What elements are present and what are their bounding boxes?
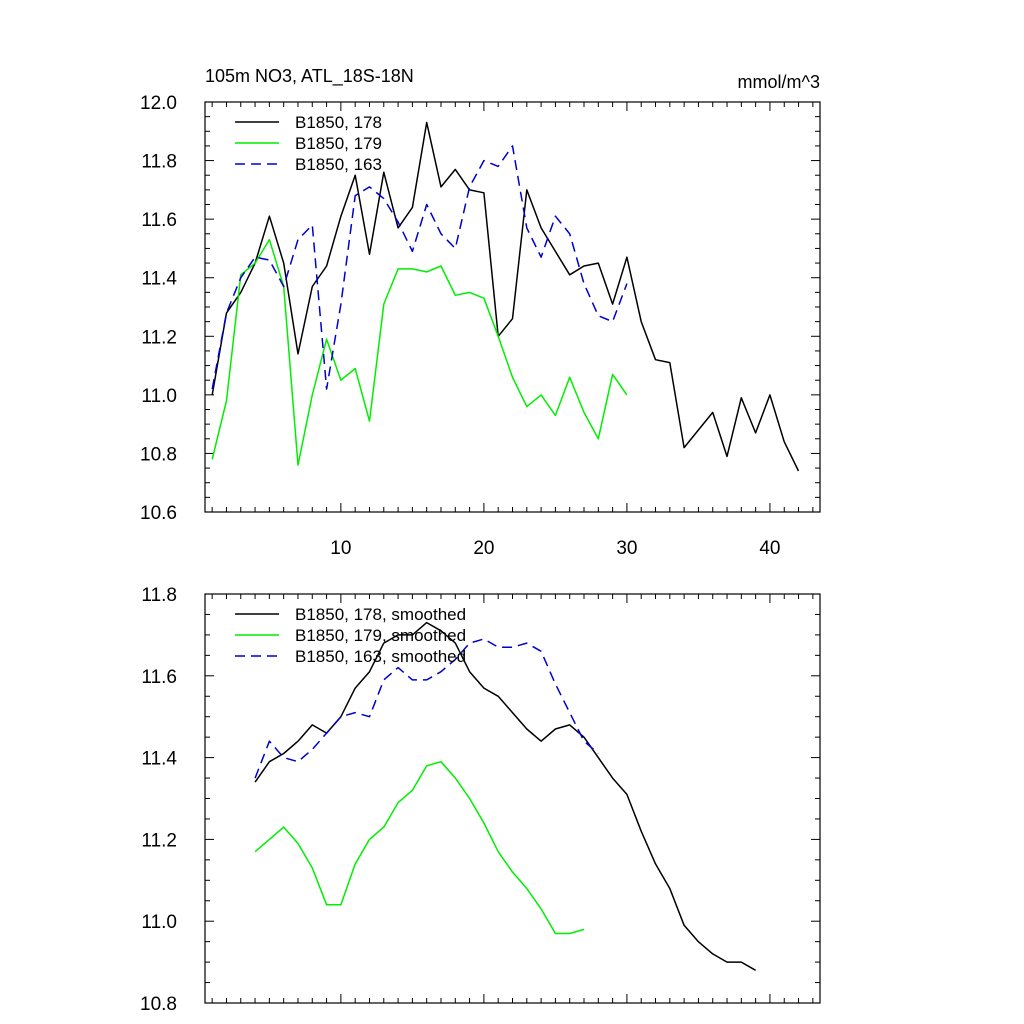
series-line-3	[254, 638, 599, 779]
y-tick-label: 11.0	[141, 912, 177, 933]
legend-label: B1850, 178	[295, 113, 382, 132]
x-tick-label: 10	[330, 538, 351, 559]
x-tick-label: 40	[759, 538, 780, 559]
legend-label: B1850, 178, smoothed	[295, 605, 466, 624]
y-tick-label: 10.8	[140, 444, 177, 465]
series-line-3	[211, 145, 628, 390]
legend-label: B1850, 163	[295, 155, 382, 174]
series-line-2	[254, 760, 585, 935]
series-line-1	[211, 121, 800, 472]
y-tick-label: 12.0	[140, 93, 177, 114]
y-tick-label: 11.8	[141, 585, 177, 606]
y-tick-label: 11.4	[141, 269, 177, 290]
top-panel: 10 20 30 40 10.6 10.8 11.0 11.2 11.4 11.6 11.8 12.0…	[140, 93, 821, 559]
x-tick-label: 20	[473, 538, 494, 559]
bottom-panel: 10.8 11.0 11.2 11.4 11.6 11.8 B1850, 178, smoo…	[140, 585, 821, 1015]
units-label: mmol/m^3	[738, 72, 820, 92]
y-tick-label: 11.6	[141, 667, 177, 688]
y-tick-label: 11.2	[141, 327, 177, 348]
series-line-1	[254, 621, 756, 971]
y-tick-label: 11.8	[141, 152, 177, 173]
y-tick-label: 11.6	[141, 210, 177, 231]
y-tick-label: 10.8	[140, 994, 177, 1015]
x-tick-label: 30	[616, 538, 637, 559]
y-tick-label: 11.0	[141, 386, 177, 407]
legend-label: B1850, 179, smoothed	[295, 626, 466, 645]
legend-label: B1850, 163, smoothed	[295, 647, 466, 666]
y-tick-label: 11.2	[141, 830, 177, 851]
legend-label: B1850, 179	[295, 134, 382, 153]
y-tick-label: 10.6	[140, 503, 177, 524]
series-line-2	[211, 238, 628, 466]
y-tick-label: 11.4	[141, 749, 177, 770]
chart-title: 105m NO3, ATL_18S-18N	[205, 66, 414, 87]
